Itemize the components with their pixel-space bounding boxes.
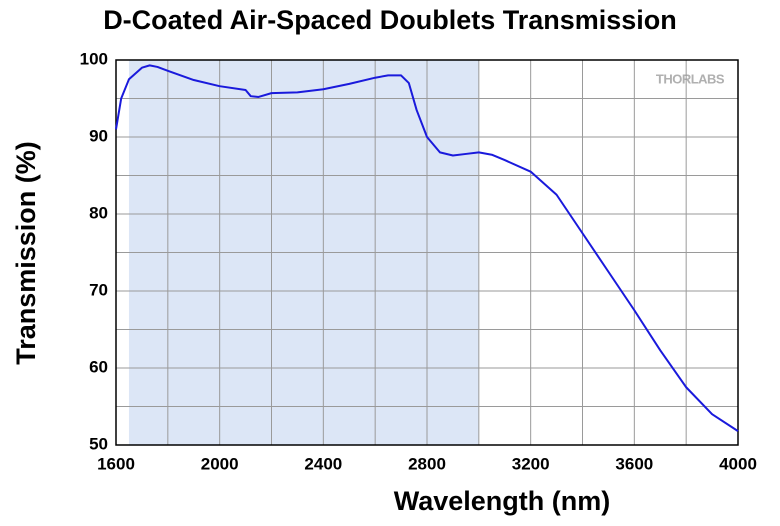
x-tick-label: 3200	[512, 454, 550, 473]
y-tick-label: 90	[89, 126, 108, 145]
x-tick-label: 1600	[97, 454, 135, 473]
y-tick-label: 50	[89, 434, 108, 453]
y-tick-label: 100	[80, 49, 108, 68]
y-axis-label: Transmission (%)	[11, 141, 41, 365]
x-tick-label: 2800	[408, 454, 446, 473]
y-tick-label: 70	[89, 280, 108, 299]
x-axis-label: Wavelength (nm)	[394, 486, 611, 516]
x-tick-label: 3600	[615, 454, 653, 473]
chart-title: D-Coated Air-Spaced Doublets Transmissio…	[103, 5, 677, 35]
logo: THORLABS	[656, 71, 725, 86]
x-tick-label: 4000	[719, 454, 757, 473]
y-tick-label: 60	[89, 357, 108, 376]
y-tick-label: 80	[89, 203, 108, 222]
x-tick-label: 2000	[201, 454, 239, 473]
data-line	[115, 64, 739, 432]
x-tick-label: 2400	[304, 454, 342, 473]
plot-frame	[115, 59, 739, 446]
